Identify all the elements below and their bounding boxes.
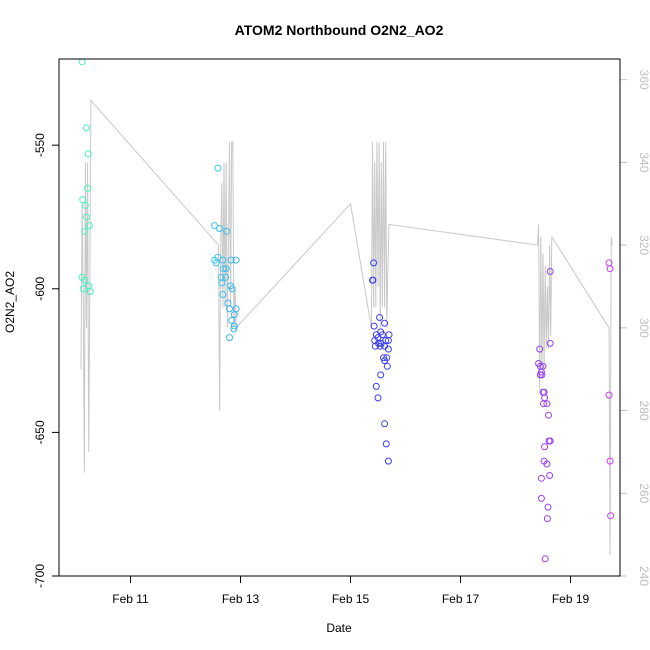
data-point [370,259,378,267]
x-tick-label: Feb 15 [332,592,370,606]
y-tick-label: -650 [33,420,47,444]
data-point [227,256,235,264]
data-point [538,371,546,379]
data-point [216,225,224,232]
data-point [540,400,547,408]
y2-tick-label: 300 [637,318,650,338]
data-point [607,512,615,520]
y-axis-label: O2N2_AO2 [3,271,17,333]
secondary-trace-layer [80,99,613,556]
y2-tick-label: 340 [637,152,650,172]
y2-tick-label: 240 [637,566,650,586]
data-point [541,555,549,563]
data-point [371,342,379,350]
data-point [230,322,238,330]
data-point [546,472,554,479]
data-point [384,345,392,353]
x-tick-label: Feb 13 [222,592,260,606]
data-point [228,316,236,324]
data-point [541,443,549,451]
data-point [605,391,613,399]
y-tick-label: -600 [33,276,47,300]
data-point [383,362,391,370]
data-point [384,457,392,465]
data-point [222,265,230,273]
data-point [84,150,92,158]
data-point [544,503,552,511]
data-point [384,337,392,344]
data-point [377,371,385,379]
data-point [545,411,552,419]
data-point [85,222,93,230]
data-point [546,268,554,275]
data-point [211,222,219,230]
secondary-trace-line [80,99,613,556]
data-point [381,319,389,327]
data-point [381,420,389,428]
data-point [374,394,382,402]
data-point [546,437,554,445]
data-point [376,314,384,321]
data-point [546,339,554,347]
data-point [84,184,92,192]
data-point [537,474,545,482]
data-point [226,305,233,313]
data-point [219,265,227,273]
data-point [230,325,238,333]
data-point [219,291,227,298]
chart-title: ATOM2 Northbound O2N2_AO2 [235,22,444,38]
y-tick-label: -700 [33,564,47,588]
data-point [381,357,389,365]
data-point [370,322,378,330]
data-point [606,265,614,273]
plot-frame [58,58,621,577]
data-point [226,334,233,342]
data-point [83,213,90,221]
data-point [543,515,551,523]
data-point [537,494,545,502]
x-axis-label: Date [326,621,352,635]
x-tick-label: Feb 19 [552,592,590,606]
data-point [543,400,551,408]
data-point [218,279,226,287]
y2-tick-label: 360 [637,70,650,90]
data-point [214,164,222,172]
data-point [79,285,87,293]
data-point [81,202,89,209]
data-point [81,227,89,235]
data-point [230,311,238,319]
data-points-layer [78,58,615,563]
data-point [83,124,90,132]
x-tick-label: Feb 11 [112,592,149,606]
x-tick-label: Feb 17 [442,592,480,606]
axes-layer: Feb 11 Feb 13 Feb 15 Feb 17 Feb 19 -550 -600 -6… [33,70,650,606]
data-point [223,227,231,235]
y2-tick-label: 320 [637,235,650,255]
data-point [86,288,94,296]
data-point [372,382,380,390]
data-point [382,440,390,448]
data-point [369,276,377,284]
data-point [376,342,384,350]
data-point [543,460,551,468]
data-point [81,276,89,284]
y2-tick-label: 260 [637,483,650,503]
data-point [228,285,236,293]
y2-tick-label: 280 [637,401,650,421]
data-point [232,256,240,264]
data-point [536,345,544,353]
data-point [219,256,227,264]
data-point [79,196,87,204]
data-point [222,273,230,281]
data-point [606,457,614,465]
y-tick-label: -550 [33,133,47,157]
data-point [212,259,220,267]
